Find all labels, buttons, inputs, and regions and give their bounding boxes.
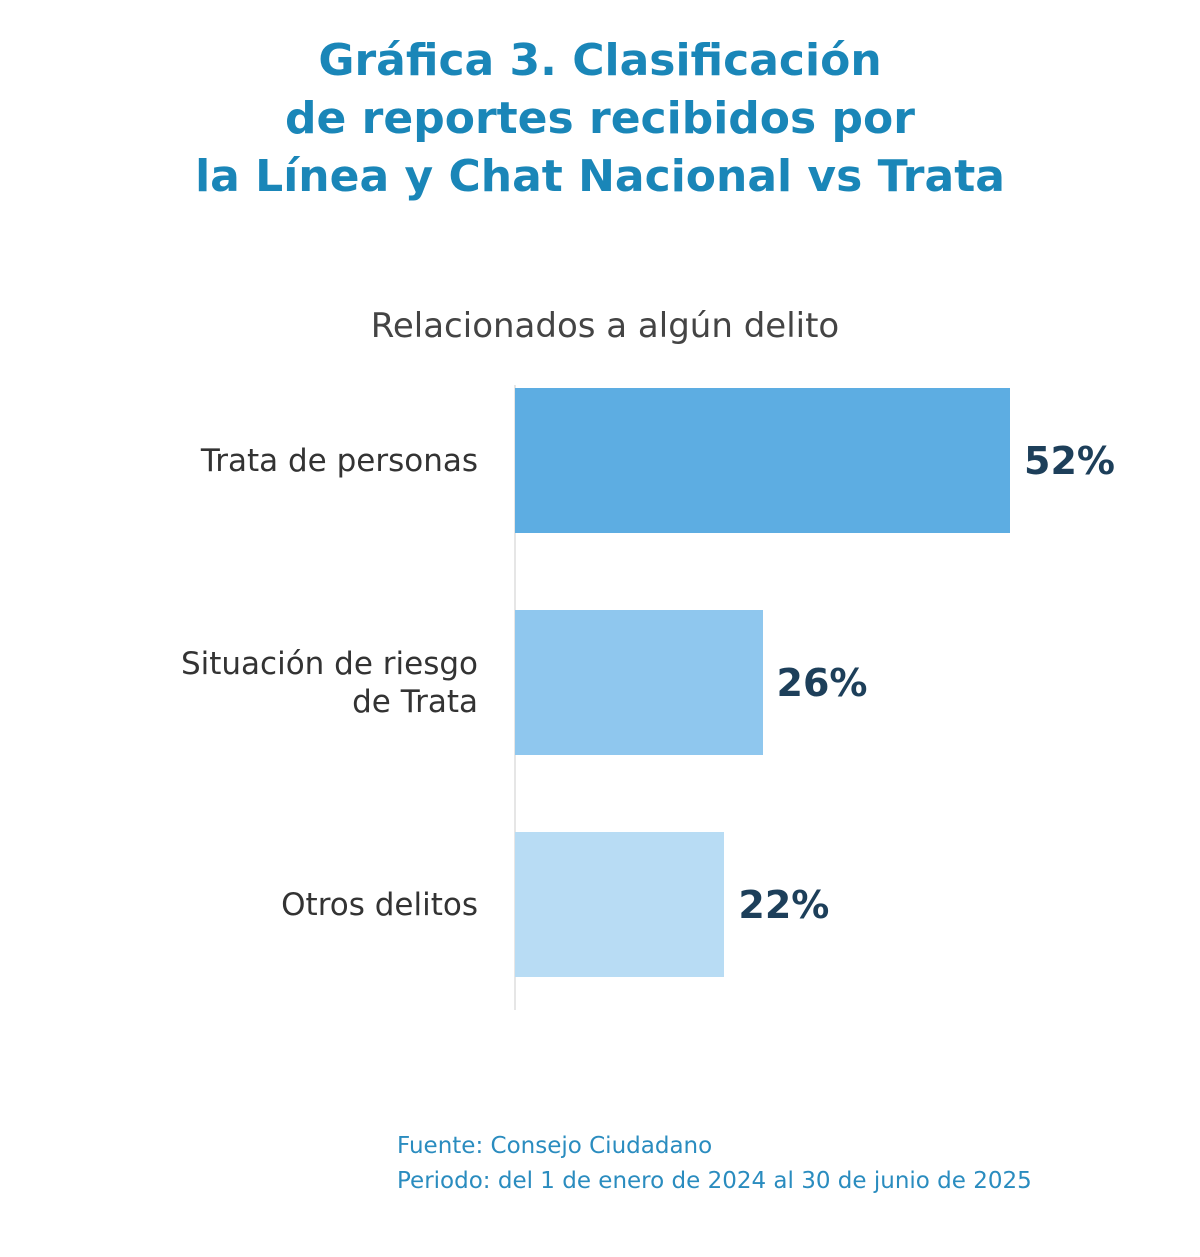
value-label: 22% bbox=[738, 882, 830, 927]
category-label: Situación de riesgo de Trata bbox=[180, 645, 478, 720]
bar bbox=[515, 832, 725, 977]
chart-subtitle: Relacionados a algún delito bbox=[370, 306, 840, 346]
bar bbox=[515, 610, 763, 755]
value-label: 52% bbox=[1024, 438, 1115, 483]
period-note: Periodo: del 1 de enero de 2024 al 30 de… bbox=[397, 1168, 1032, 1194]
bar bbox=[515, 388, 1010, 533]
category-label: Otros delitos bbox=[281, 886, 478, 923]
source-note: Fuente: Consejo Ciudadano bbox=[397, 1133, 713, 1159]
value-label: 26% bbox=[776, 660, 868, 705]
chart-title: Gráfica 3. Clasificación de reportes rec… bbox=[195, 35, 1005, 202]
category-label: Trata de personas bbox=[200, 442, 478, 479]
